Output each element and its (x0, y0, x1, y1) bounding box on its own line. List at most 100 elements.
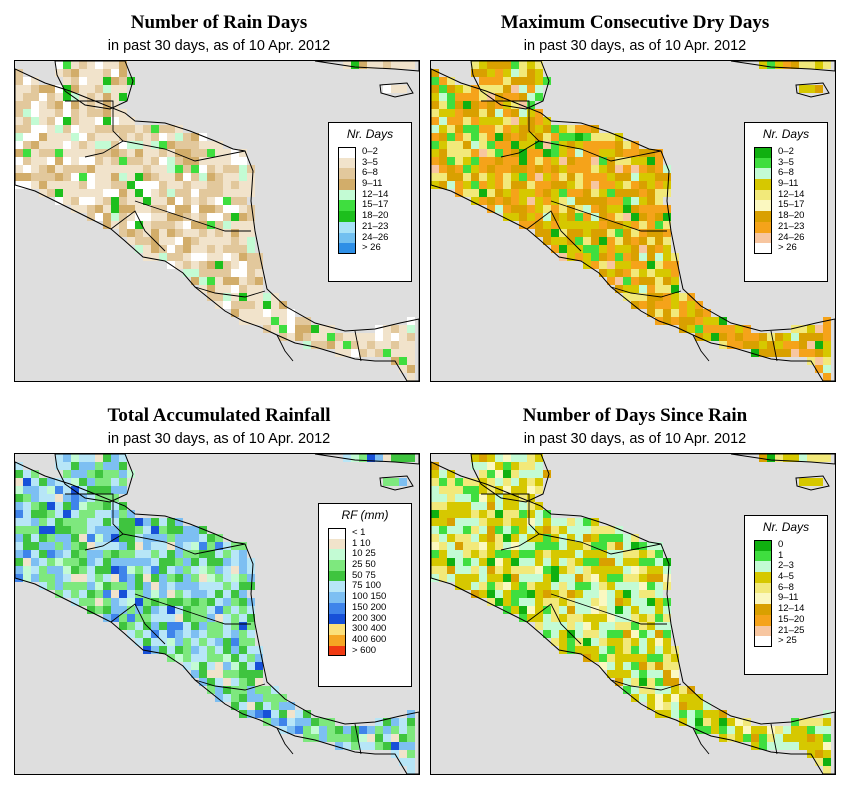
panel-subtitle: in past 30 days, as of 10 Apr. 2012 (107, 38, 331, 54)
grid-cell (615, 558, 623, 566)
grid-cell (55, 181, 63, 189)
grid-cell (159, 173, 167, 181)
grid-cell (175, 197, 183, 205)
legend-entry: 21–25 (745, 625, 827, 637)
grid-cell (767, 61, 775, 69)
grid-cell (551, 213, 559, 221)
grid-cell (511, 165, 519, 173)
country-border (134, 593, 251, 625)
grid-cell (159, 157, 167, 165)
grid-cell (655, 189, 663, 197)
legend-swatch (754, 243, 772, 254)
legend-swatch (754, 157, 772, 169)
grid-cell (207, 165, 215, 173)
grid-cell (231, 574, 239, 582)
grid-cell (55, 590, 63, 598)
grid-cell (671, 293, 679, 301)
grid-cell (623, 630, 631, 638)
grid-cell (807, 742, 815, 750)
grid-cell (471, 117, 479, 125)
grid-cell (511, 542, 519, 550)
grid-cell (63, 133, 71, 141)
grid-cell (735, 734, 743, 742)
grid-cell (239, 590, 247, 598)
grid-cell (487, 205, 495, 213)
grid-cell (207, 630, 215, 638)
grid-cell (55, 502, 63, 510)
grid-cell (191, 181, 199, 189)
grid-cell (471, 101, 479, 109)
grid-cell (15, 149, 23, 157)
grid-cell (103, 125, 111, 133)
grid-cell (487, 478, 495, 486)
grid-cell (511, 558, 519, 566)
grid-cell (39, 486, 47, 494)
grid-cell (655, 173, 663, 181)
grid-cell (391, 85, 399, 93)
grid-cell (247, 229, 255, 237)
grid-cell (551, 574, 559, 582)
grid-cell (607, 229, 615, 237)
grid-cell (631, 654, 639, 662)
grid-cell (471, 558, 479, 566)
grid-cell (663, 277, 671, 285)
grid-cell (63, 165, 71, 173)
grid-cell (575, 253, 583, 261)
legend: Nr. Days 0 1 2–3 4–5 6–8 9–11 12–14 15–20 21–25 >… (744, 515, 828, 675)
grid-cell (79, 149, 87, 157)
grid-cell (527, 542, 535, 550)
grid-cell (135, 205, 143, 213)
grid-cell (463, 189, 471, 197)
grid-cell (623, 638, 631, 646)
grid-cell (143, 630, 151, 638)
panel-subtitle: in past 30 days, as of 10 Apr. 2012 (523, 38, 747, 54)
grid-cell (599, 197, 607, 205)
grid-cell (135, 590, 143, 598)
grid-cell (119, 590, 127, 598)
panel-title: Maximum Consecutive Dry Days (500, 12, 770, 33)
grid-cell (543, 133, 551, 141)
grid-cell (671, 253, 679, 261)
grid-cell (551, 598, 559, 606)
grid-cell (583, 534, 591, 542)
grid-cell (623, 646, 631, 654)
grid-cell (511, 189, 519, 197)
grid-cell (663, 710, 671, 718)
grid-cell (599, 606, 607, 614)
grid-cell (231, 622, 239, 630)
grid-cell (23, 558, 31, 566)
grid-cell (607, 213, 615, 221)
grid-cell (487, 141, 495, 149)
grid-cell (743, 734, 751, 742)
coastline (470, 61, 550, 110)
grid-cell (519, 93, 527, 101)
grid-cell (191, 133, 199, 141)
grid-cell (543, 125, 551, 133)
grid-cell (71, 526, 79, 534)
grid-cell (695, 710, 703, 718)
grid-cell (151, 229, 159, 237)
grid-cell (183, 582, 191, 590)
grid-cell (583, 646, 591, 654)
grid-cell (823, 325, 831, 333)
grid-cell (591, 253, 599, 261)
grid-cell (23, 526, 31, 534)
grid-cell (607, 197, 615, 205)
grid-cell (455, 566, 463, 574)
grid-cell (463, 85, 471, 93)
grid-cell (111, 510, 119, 518)
grid-cell (663, 285, 671, 293)
grid-cell (615, 582, 623, 590)
grid-cell (647, 678, 655, 686)
grid-cell (159, 526, 167, 534)
grid-cell (367, 61, 375, 69)
grid-cell (775, 341, 783, 349)
grid-cell (191, 269, 199, 277)
grid-cell (119, 502, 127, 510)
grid-cell (495, 197, 503, 205)
grid-cell (167, 237, 175, 245)
grid-cell (39, 101, 47, 109)
grid-cell (127, 558, 135, 566)
grid-cell (167, 181, 175, 189)
grid-cell (55, 478, 63, 486)
